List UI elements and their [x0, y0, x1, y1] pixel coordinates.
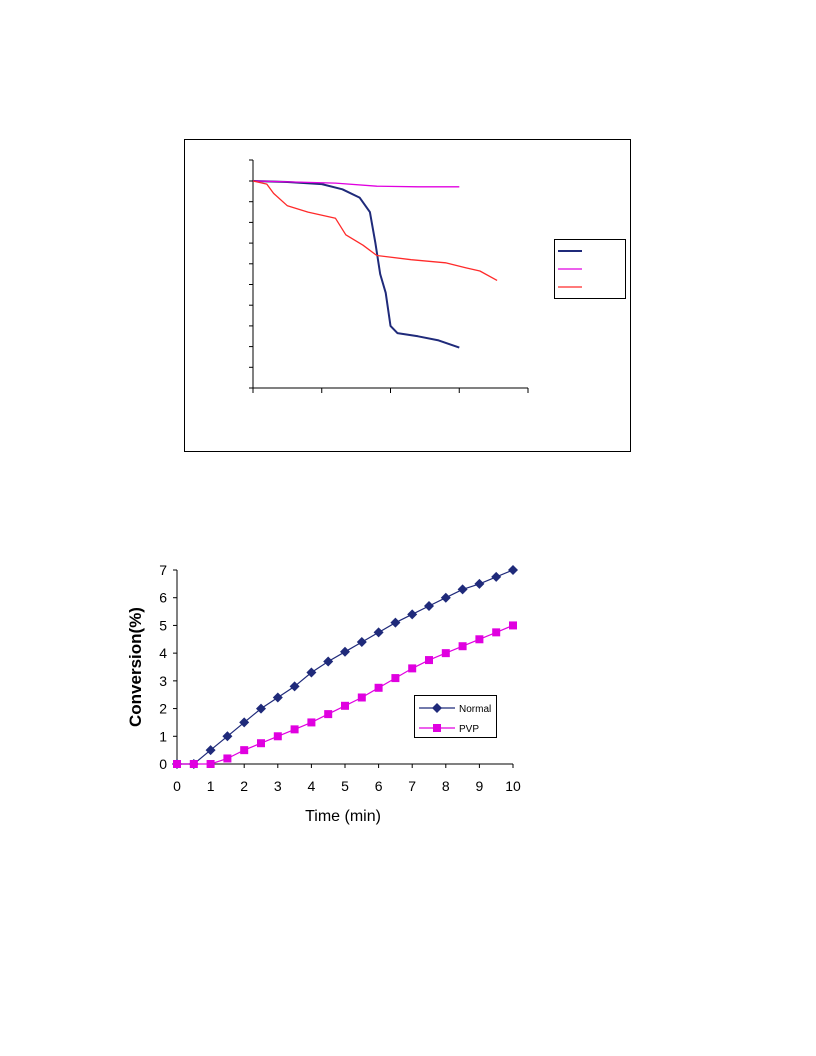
- chart-2-point-normal: [323, 656, 334, 667]
- chart-2-point-normal: [390, 617, 401, 628]
- chart-2-point-pvp: [223, 754, 232, 763]
- chart-2-point-pvp: [341, 701, 349, 710]
- chart-2-point-normal: [474, 578, 485, 589]
- chart-2-series-line-normal: [177, 569, 514, 765]
- chart-2-point-pvp: [240, 746, 249, 755]
- chart-2-point-normal: [373, 627, 384, 638]
- chart-2-y-axis-title: Conversion(%): [126, 607, 145, 727]
- chart-2-point-normal: [272, 692, 283, 703]
- chart-2-point-pvp: [257, 739, 265, 748]
- chart-2-y-tick-label: 5: [159, 617, 167, 633]
- chart-1-axes: [249, 159, 529, 393]
- chart-2-point-pvp: [189, 760, 198, 768]
- chart-1-legend: [554, 239, 626, 299]
- chart-2-y-tick-label: 4: [159, 645, 167, 661]
- chart-2-point-pvp: [425, 656, 433, 665]
- chart-2-point-normal: [440, 592, 451, 603]
- chart-2-point-pvp: [374, 683, 383, 692]
- chart-2-x-tick-label: 10: [505, 778, 521, 794]
- chart-2-legend-label: Normal: [459, 704, 491, 715]
- chart-1-series-line-2: [252, 180, 460, 188]
- chart-2-point-normal: [239, 717, 250, 728]
- chart-2-point-pvp: [273, 732, 282, 741]
- chart-2-point-pvp: [307, 718, 316, 727]
- chart-2-point-pvp: [408, 664, 417, 673]
- chart-2-x-tick-label: 3: [274, 778, 282, 794]
- chart-2-point-normal: [491, 571, 502, 582]
- chart-2-legend-marker-normal: [432, 703, 442, 713]
- chart-2-y-tick-label: 7: [159, 562, 167, 578]
- chart-2-legend: Normal PVP: [414, 695, 497, 738]
- chart-2-point-pvp: [173, 760, 181, 768]
- chart-2-point-pvp: [509, 621, 517, 630]
- chart-2-y-tick-label: 2: [159, 701, 167, 717]
- chart-1-series-line-1: [252, 180, 460, 349]
- chart-1: [184, 139, 631, 452]
- chart-2-point-pvp: [458, 642, 467, 651]
- chart-2-point-pvp: [324, 710, 333, 719]
- chart-2-point-pvp: [441, 649, 450, 658]
- chart-2-point-normal: [205, 745, 216, 756]
- chart-2-point-normal: [424, 601, 434, 612]
- chart-2-point-normal: [508, 565, 518, 575]
- chart-2-y-tick-label: 3: [159, 673, 167, 689]
- chart-2-y-tick-label: 0: [159, 756, 167, 772]
- chart-2-series-line-pvp: [177, 624, 514, 765]
- chart-2-x-tick-label: 1: [207, 778, 215, 794]
- chart-2-point-pvp: [475, 635, 484, 644]
- chart-2-x-tick-label: 2: [240, 778, 248, 794]
- chart-2-point-normal: [356, 637, 367, 648]
- chart-2-point-pvp: [290, 725, 299, 734]
- chart-2-point-normal: [222, 731, 233, 742]
- chart-2-point-normal: [289, 681, 300, 692]
- chart-2-point-pvp: [391, 674, 400, 683]
- chart-2-point-pvp: [492, 628, 501, 637]
- chart-2-y-tick-label: 6: [159, 590, 167, 606]
- chart-2-point-pvp: [206, 760, 215, 768]
- chart-2-series: [172, 565, 518, 769]
- chart-2-x-tick-label: 9: [476, 778, 484, 794]
- chart-2-legend-marker-pvp: [433, 724, 441, 732]
- chart-1-series-line-3: [252, 180, 498, 281]
- chart-2-axes: 0 1 2 3 4 5 6 7 0 1 2 3 4 5 6 7 8 9 10: [159, 562, 521, 794]
- chart-2-x-tick-label: 5: [341, 778, 349, 794]
- chart-2-legend-label: PVP: [459, 724, 479, 735]
- chart-2-x-axis-title: Time (min): [305, 808, 381, 825]
- chart-2-point-normal: [306, 667, 317, 678]
- chart-2-point-normal: [172, 759, 182, 769]
- chart-2-x-tick-label: 8: [442, 778, 450, 794]
- chart-2-point-pvp: [357, 693, 366, 702]
- chart-2-legend-box: [414, 695, 497, 738]
- chart-2-point-normal: [188, 759, 199, 769]
- chart-2-x-tick-label: 6: [375, 778, 383, 794]
- chart-2-point-normal: [457, 584, 468, 595]
- chart-1-series: [252, 180, 498, 349]
- chart-2-y-tick-label: 1: [159, 728, 167, 744]
- chart-2-x-tick-label: 7: [408, 778, 416, 794]
- chart-2-point-normal: [340, 646, 350, 657]
- chart-2-x-tick-label: 0: [173, 778, 181, 794]
- chart-2-point-normal: [256, 703, 266, 714]
- chart-2-point-normal: [407, 609, 418, 620]
- chart-2-x-tick-label: 4: [308, 778, 316, 794]
